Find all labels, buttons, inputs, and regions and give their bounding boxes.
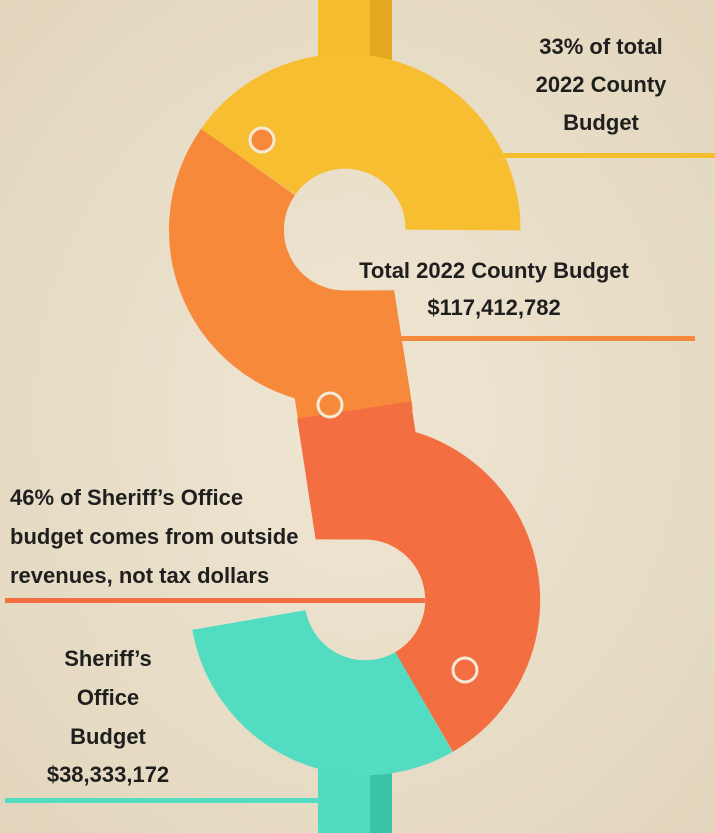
label-text: Sheriff’s: [64, 646, 152, 671]
label-text: Office: [77, 685, 139, 710]
puzzle-knob: [318, 393, 342, 417]
label-text: Budget: [70, 724, 146, 749]
label-text: 46% of Sheriff’s Office: [10, 485, 243, 510]
label-text: 2022 County: [536, 72, 668, 97]
label-text: Total 2022 County Budget: [359, 258, 629, 283]
infographic: 33% of total 2022 County Budget Total 20…: [0, 0, 715, 833]
label-text: 33% of total: [539, 34, 662, 59]
puzzle-knob: [453, 658, 477, 682]
label-text: Budget: [563, 110, 639, 135]
leader-line: [5, 598, 425, 603]
leader-line: [325, 336, 695, 341]
leader-line: [5, 798, 325, 803]
label-text: revenues, not tax dollars: [10, 563, 269, 588]
label-text: $117,412,782: [427, 295, 560, 320]
label-text: $38,333,172: [47, 762, 169, 787]
puzzle-knob: [250, 128, 274, 152]
leader-line: [490, 153, 715, 158]
label-text: budget comes from outside: [10, 524, 298, 549]
